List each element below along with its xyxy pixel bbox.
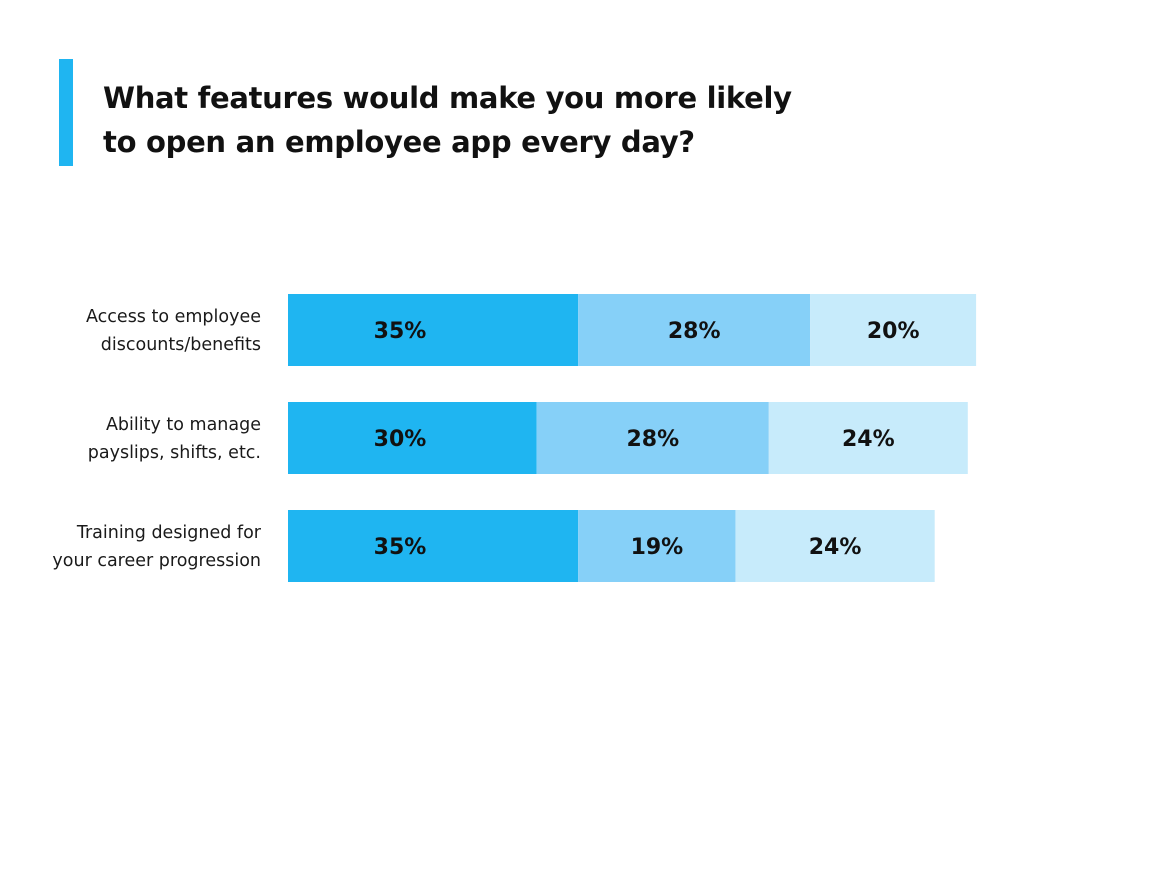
category-label-line: discounts/benefits: [101, 335, 261, 355]
category-label: Training designed for your career progres…: [52, 523, 261, 571]
data-label: 35%: [374, 535, 427, 560]
category-label-line: Access to employee: [86, 307, 261, 327]
category-label: Access to employee discounts/benefits: [86, 307, 261, 355]
chart-title: What features would make you more likely…: [103, 81, 792, 159]
data-label: 24%: [842, 427, 895, 452]
bar-segment: [810, 294, 977, 366]
labels-layer: Access to employee discounts/benefits 35% 2…: [52, 307, 919, 571]
category-label-line: Training designed for: [76, 523, 262, 543]
data-label: 35%: [374, 319, 427, 344]
title-accent-bar: [59, 59, 73, 166]
data-label: 19%: [631, 535, 684, 560]
data-label: 24%: [809, 535, 862, 560]
bar-segment: [578, 294, 811, 366]
data-label: 30%: [374, 427, 427, 452]
data-label: 28%: [668, 319, 721, 344]
data-label: 20%: [867, 319, 920, 344]
bar-segment: [288, 294, 579, 366]
bar-segment: [288, 402, 537, 474]
bars-layer: [288, 294, 977, 582]
category-label-line: your career progression: [52, 551, 261, 571]
data-label: 28%: [626, 427, 679, 452]
category-label-line: payslips, shifts, etc.: [88, 443, 261, 463]
bar-segment: [578, 510, 736, 582]
bar-segment: [768, 402, 968, 474]
bar-segment: [288, 510, 579, 582]
category-label: Ability to manage payslips, shifts, etc.: [88, 415, 261, 463]
category-label-line: Ability to manage: [106, 415, 261, 435]
bar-segment: [536, 402, 769, 474]
bar-segment: [735, 510, 935, 582]
